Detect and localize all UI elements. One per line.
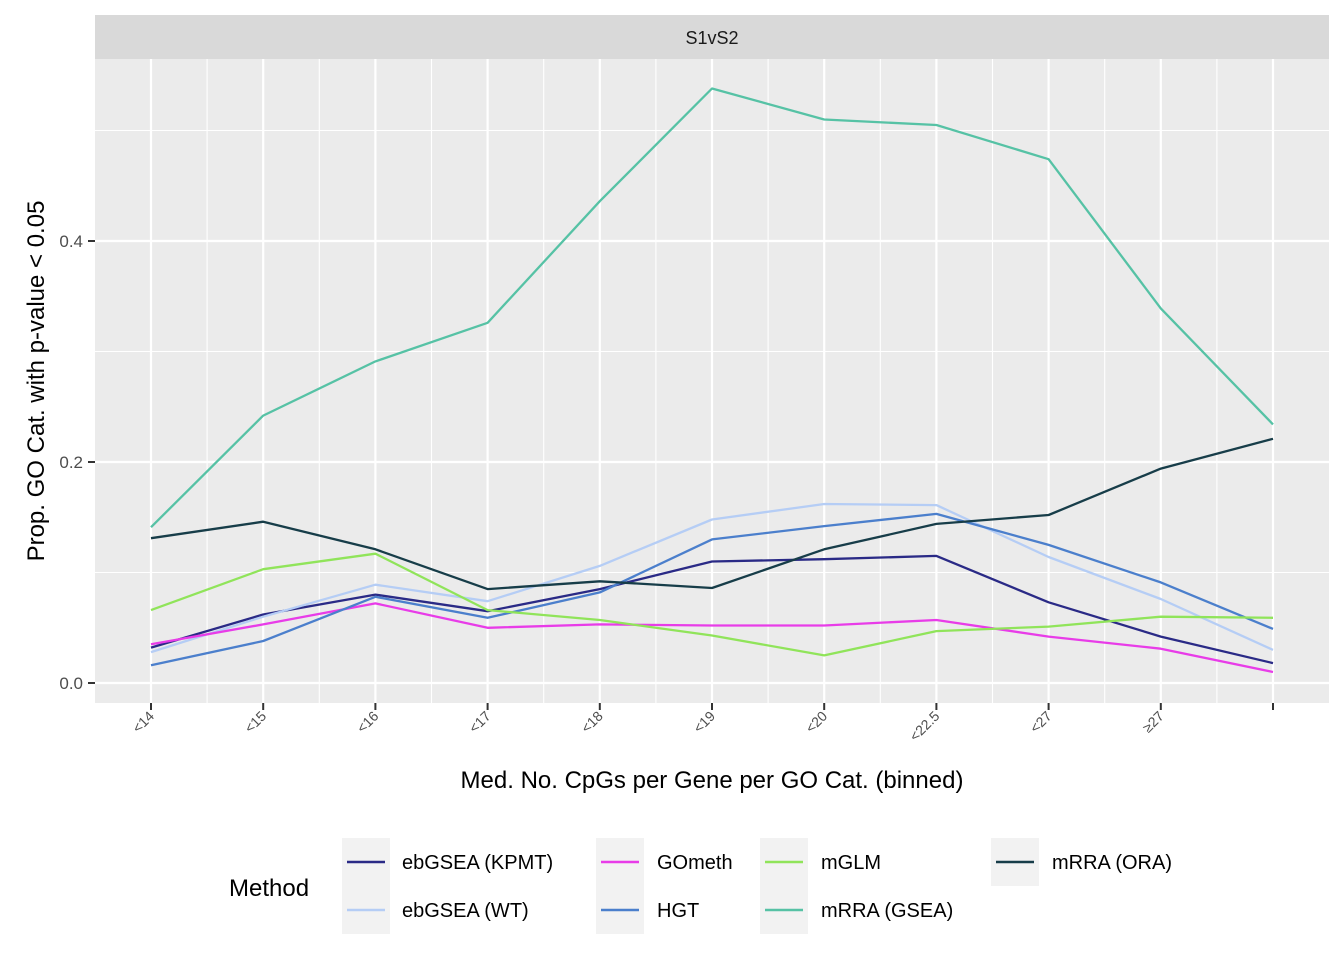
- facet-label: S1vS2: [685, 28, 738, 48]
- x-tick-label: <18: [578, 708, 606, 736]
- legend-label: mRRA (ORA): [1052, 852, 1172, 874]
- x-axis-title: Med. No. CpGs per Gene per GO Cat. (binn…: [461, 767, 964, 794]
- x-tick-label: ≥27: [1139, 708, 1167, 736]
- series-line: [150, 552, 1274, 657]
- y-tick-label: 0.0: [59, 674, 83, 693]
- x-tick-label: <15: [241, 708, 269, 736]
- x-tick-label: <20: [802, 708, 830, 736]
- legend-label: ebGSEA (KPMT): [402, 852, 553, 874]
- series-line: [150, 87, 1274, 529]
- legend-label: HGT: [657, 900, 699, 922]
- legend-label: ebGSEA (WT): [402, 900, 529, 922]
- legend-label: GOmeth: [657, 852, 733, 874]
- x-tick-label: <14: [129, 708, 157, 736]
- y-tick-label: 0.2: [59, 453, 83, 472]
- x-axis: <14 <15 <16 <17 <18 <19 <20 <22.5 <27 ≥27: [129, 703, 1274, 745]
- legend-label: mGLM: [821, 852, 881, 874]
- legend: Method ebGSEA (KPMT) ebGSEA (WT) GOmeth HGT…: [229, 838, 1172, 934]
- grid-major: [95, 59, 1329, 703]
- facet-strip: [95, 15, 1329, 59]
- y-axis: 0.0 0.2 0.4: [59, 232, 95, 693]
- legend-title: Method: [229, 875, 309, 902]
- series-line: [150, 554, 1274, 665]
- legend-label: mRRA (GSEA): [821, 900, 953, 922]
- series-line: [150, 437, 1274, 591]
- series-line: [150, 502, 1274, 654]
- y-axis-title: Prop. GO Cat. with p-value < 0.05: [23, 201, 50, 562]
- x-tick-label: <16: [353, 708, 381, 736]
- series-line: [150, 512, 1274, 667]
- x-tick-label: <17: [466, 708, 494, 736]
- x-tick-label: <27: [1027, 708, 1055, 736]
- x-tick-label: <19: [690, 708, 718, 736]
- series-lines: [150, 87, 1274, 674]
- y-tick-label: 0.4: [59, 232, 83, 251]
- x-tick-label: <22.5: [906, 708, 943, 745]
